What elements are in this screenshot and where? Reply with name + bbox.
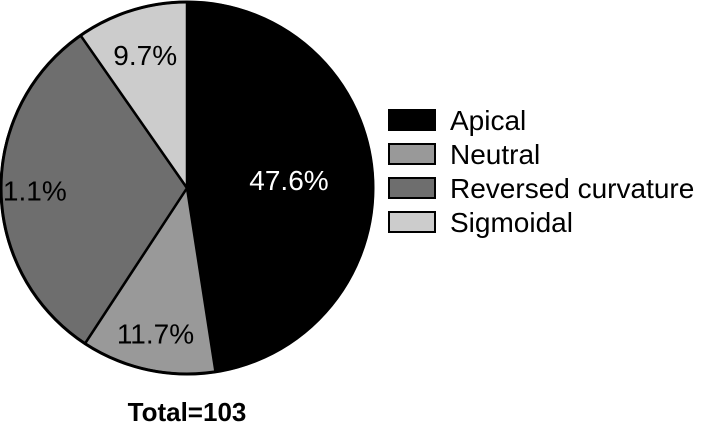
slice-value-label: 9.7% <box>113 40 177 71</box>
legend-swatch <box>388 109 436 131</box>
slice-value-label: 11.7% <box>117 318 194 349</box>
legend-swatch <box>388 143 436 165</box>
slice-value-label: 31.1% <box>0 175 67 206</box>
legend-swatch <box>388 177 436 199</box>
legend-label: Neutral <box>450 139 540 170</box>
total-label: Total=103 <box>128 397 247 427</box>
legend-label: Reversed curvature <box>450 173 694 204</box>
legend-swatch <box>388 211 436 233</box>
pie-slices <box>0 0 375 376</box>
pie-slice-labels: 47.6% 11.7% 31.1% 9.7% <box>0 40 329 350</box>
legend-label: Apical <box>450 105 526 136</box>
slice-value-label: 47.6% <box>249 165 328 196</box>
legend-label: Sigmoidal <box>450 207 573 238</box>
pie-outline <box>0 0 375 376</box>
